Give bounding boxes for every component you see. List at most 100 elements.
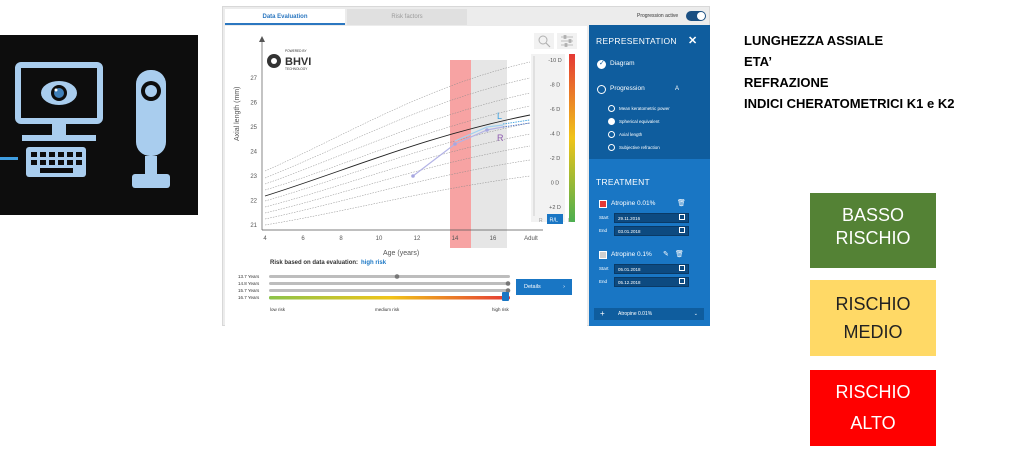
close-icon[interactable]: ✕ — [688, 35, 698, 47]
plus-icon: + — [600, 309, 605, 318]
progression-toggle-group: Progression active — [623, 9, 709, 23]
right-eye-projection — [502, 122, 531, 128]
left-eye-projection — [502, 119, 531, 125]
right-eye-point — [411, 174, 415, 178]
details-button[interactable]: Details › — [516, 279, 572, 295]
x-tick-label: 14 — [452, 236, 459, 242]
sliders-icon — [561, 35, 573, 47]
start-label: Start — [599, 215, 609, 220]
add-treatment-label: Atropine 0.01% — [618, 311, 653, 317]
end-date-row: End 03.01.2018 — [599, 226, 704, 236]
percentile-curves — [264, 61, 531, 226]
end-date-input[interactable]: 03.01.2018 — [614, 226, 689, 236]
progression-label: Progression — [610, 85, 645, 92]
diopter-tick-label: 0 D — [551, 181, 560, 187]
left-eye-line — [454, 124, 504, 142]
calendar-icon[interactable] — [679, 227, 685, 233]
start-date-input[interactable]: 29.11.2016 — [614, 213, 689, 223]
start-date-input[interactable]: 05.01.2018 — [614, 264, 689, 274]
right-eye-label: R — [497, 133, 504, 143]
sidebar: REPRESENTATION ✕ Diagram Progression A M… — [589, 25, 710, 326]
view-l-button[interactable]: L — [568, 218, 571, 224]
y-tick-label: 24 — [250, 150, 257, 156]
progression-toggle[interactable] — [686, 11, 706, 21]
edit-icon[interactable]: ✎ — [663, 251, 669, 258]
risk-box-line: ALTO — [850, 413, 896, 433]
tab-risk-factors[interactable]: Risk factors — [347, 9, 467, 25]
risk-box-line: RISCHIO — [835, 228, 911, 248]
x-tick-label: 6 — [301, 236, 305, 242]
view-r-button[interactable]: R — [539, 218, 543, 224]
logo-powered-by: POWERED BY — [285, 49, 307, 53]
details-button-label: Details — [524, 284, 541, 290]
x-axis-label: Age (years) — [383, 250, 419, 257]
end-date-input[interactable]: 05.12.2018 — [614, 277, 689, 287]
view-rl-button[interactable] — [547, 214, 563, 224]
slider-thumb[interactable] — [505, 288, 511, 293]
eye-exam-icon-panel — [0, 35, 198, 215]
tab-bar: Data Evaluation Risk factors — [223, 7, 589, 25]
percentile-curve — [264, 175, 531, 226]
y-tick-label: 27 — [250, 76, 257, 82]
radio-unchecked-icon — [608, 105, 615, 112]
diopter-tick-label: -4 D — [550, 132, 560, 138]
radio-unchecked-icon — [608, 131, 615, 138]
trash-icon[interactable]: 🗑 — [675, 251, 684, 258]
chevron-down-icon: ⌄ — [693, 311, 698, 317]
calendar-icon[interactable] — [679, 214, 685, 220]
diopter-tick-label: +2 D — [549, 205, 561, 211]
diopter-tick-label: -6 D — [550, 107, 560, 113]
logo-brand: BHVI — [285, 56, 311, 68]
representation-panel: REPRESENTATION ✕ Diagram Progression A M… — [589, 25, 710, 159]
chart-area: POWERED BY BHVI TECHNOLOGY — [225, 26, 587, 326]
high-risk-box: RISCHIO ALTO — [810, 370, 936, 446]
risk-box-line: RISCHIO — [835, 294, 911, 314]
y-ticks: 21 22 23 24 25 26 27 — [250, 76, 257, 229]
x-tick-label: 16 — [490, 236, 497, 242]
slider-track — [269, 275, 510, 278]
slider-thumb-current[interactable] — [502, 292, 509, 301]
percentile-curve — [264, 77, 531, 179]
option-label: Subjective refraction — [619, 145, 660, 150]
low-risk-label: low risk — [270, 307, 286, 312]
y-tick-label: 21 — [250, 223, 257, 229]
treatment-name: Atropine 0.01% — [611, 200, 656, 207]
y-axis-label: Axial length (mm) — [234, 87, 241, 141]
slider-thumb[interactable] — [394, 274, 400, 279]
risk-box-line: RISCHIO — [835, 382, 911, 402]
treatment-color-swatch[interactable] — [599, 200, 607, 208]
tab-data-evaluation[interactable]: Data Evaluation — [225, 9, 345, 25]
diopter-ticks: -10 D -8 D -6 D -4 D -2 D 0 D +2 D — [548, 58, 561, 211]
end-date-row: End 05.12.2018 — [599, 277, 704, 287]
indicator-item: INDICI CHERATOMETRICI K1 e K2 — [744, 96, 955, 111]
risk-box-line: BASSO — [841, 205, 905, 225]
x-ticks: 4 6 8 10 12 14 16 Adult — [263, 236, 538, 242]
start-label: Start — [599, 266, 609, 271]
y-tick-label: 22 — [250, 199, 257, 205]
indicator-item: LUNGHEZZA ASSIALE — [744, 33, 884, 48]
slider-row-label: 13.7 Years — [238, 274, 260, 279]
add-treatment-select[interactable]: + Atropine 0.01% ⌄ — [594, 308, 704, 320]
treatment-color-swatch[interactable] — [599, 251, 607, 259]
percentile-curve — [264, 133, 531, 208]
slider-thumb[interactable] — [505, 281, 511, 286]
percentile-curve — [264, 61, 531, 172]
risk-slider: 13.7 Years 14.8 Years 15.7 Years 16.7 Ye… — [238, 274, 511, 312]
progression-toggle-label: Progression active — [637, 13, 679, 19]
axial-length-chart: POWERED BY BHVI TECHNOLOGY — [234, 33, 577, 312]
y-tick-label: 23 — [250, 174, 257, 180]
percentile-curve — [264, 145, 531, 214]
calendar-icon[interactable] — [679, 278, 685, 284]
search-button[interactable] — [534, 33, 554, 49]
left-eye-label: L — [497, 111, 502, 121]
diopter-scale-panel — [531, 54, 565, 222]
logo-tagline: TECHNOLOGY — [285, 67, 308, 71]
search-icon-handle — [545, 42, 551, 48]
risk-value: high risk — [361, 260, 387, 266]
option-label: Axial length — [619, 132, 643, 137]
medium-risk-label: medium risk — [375, 307, 400, 312]
calendar-icon[interactable] — [679, 265, 685, 271]
treatment-band-atropine-001 — [450, 60, 471, 248]
trash-icon[interactable]: 🗑 — [677, 200, 686, 207]
